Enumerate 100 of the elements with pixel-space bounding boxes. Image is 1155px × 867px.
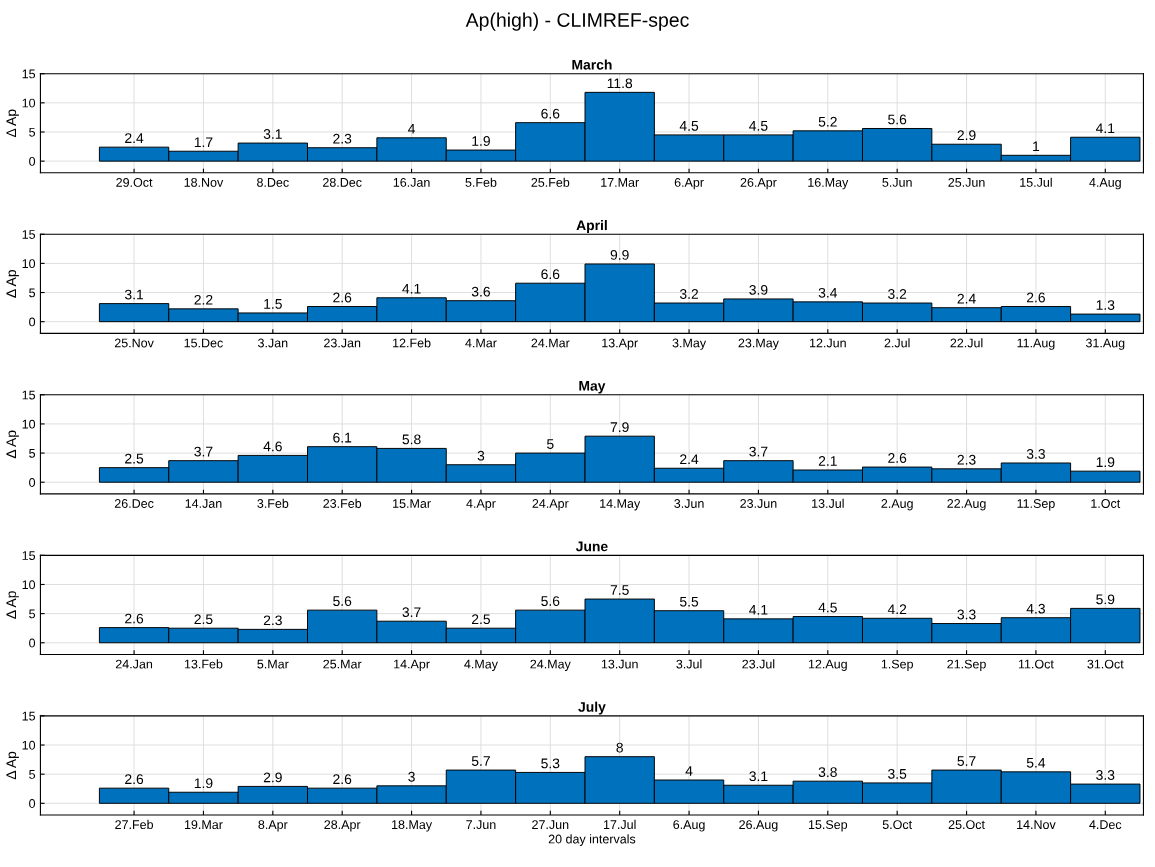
data-label: 2.3 xyxy=(333,133,352,144)
data-label: 4.1 xyxy=(402,283,421,294)
data-label: 2.5 xyxy=(471,614,491,625)
data-label: 3.3 xyxy=(1096,770,1115,780)
data-label: 6.1 xyxy=(333,432,352,443)
data-label: 5.6 xyxy=(333,596,352,606)
data-label: 3.3 xyxy=(1026,449,1045,459)
x-tick-label: 4.May xyxy=(464,659,498,671)
data-label: 7.9 xyxy=(610,422,629,433)
data-label: 2.4 xyxy=(680,454,699,464)
y-tick-label: 10 xyxy=(22,259,36,269)
data-label: 2.1 xyxy=(818,456,837,466)
x-tick-label: 1.Sep xyxy=(881,659,913,671)
data-label: 2.5 xyxy=(125,453,144,464)
x-tick-label: 24.Apr xyxy=(532,499,569,511)
x-tick-label: 26.Apr xyxy=(740,177,777,190)
x-tick-label: 23.May xyxy=(738,338,779,350)
y-axis-title: Δ Ap xyxy=(6,270,19,298)
data-label: 3.6 xyxy=(471,286,490,297)
data-label: 5.7 xyxy=(957,756,976,766)
x-tick-label: 11.Sep xyxy=(1017,499,1055,511)
x-tick-label: 5.Feb xyxy=(465,177,497,187)
y-tick-label: 10 xyxy=(22,98,36,108)
y-tick-label: 0 xyxy=(29,156,36,166)
y-tick-label: 5 xyxy=(29,609,36,619)
data-label: 4.5 xyxy=(679,121,699,131)
text: Ap(high) - CLIMREF-spec xyxy=(465,12,689,31)
data-label: 4 xyxy=(685,766,693,776)
data-label: 3.9 xyxy=(749,284,768,295)
x-tick-label: 2.Aug xyxy=(881,499,913,511)
y-tick-label: 5 xyxy=(29,288,36,298)
x-tick-label: 23.Jan xyxy=(324,338,361,348)
x-tick-label: 15.Dec xyxy=(184,338,223,348)
x-tick-label: 26.Dec xyxy=(114,499,154,508)
data-label: 3.5 xyxy=(888,768,907,779)
x-tick-label: 4.Apr xyxy=(466,499,496,511)
x-tick-label: 15.Sep xyxy=(808,820,848,832)
y-tick-label: 0 xyxy=(29,478,36,487)
data-label: 1.9 xyxy=(1096,457,1115,468)
data-label: 3.1 xyxy=(124,289,144,300)
y-tick-label: 15 xyxy=(22,69,36,79)
data-label: 5.7 xyxy=(471,756,490,766)
x-tick-label: 23.Feb xyxy=(323,498,362,508)
chart-title: April xyxy=(576,220,607,233)
y-tick-label: 15 xyxy=(22,711,36,721)
data-label: 1.9 xyxy=(472,136,490,146)
data-label: 1 xyxy=(1033,141,1040,152)
x-tick-label: 28.Dec xyxy=(323,177,362,187)
data-label: 5.8 xyxy=(402,434,421,445)
data-label: 3.2 xyxy=(679,289,699,299)
y-axis-title: Δ Ap xyxy=(6,430,19,459)
x-tick-label: 25.Mar xyxy=(323,659,362,669)
data-label: 4.6 xyxy=(263,441,282,452)
x-tick-label: 6.Aug xyxy=(673,820,705,832)
x-tick-label: 4.Dec xyxy=(1089,820,1122,830)
chart-title: March xyxy=(572,59,612,70)
data-label: 3 xyxy=(477,450,485,461)
data-label: 9.9 xyxy=(610,250,629,260)
x-tick-label: 14.Apr xyxy=(394,659,430,671)
x-tick-label: 25.Oct xyxy=(948,820,985,830)
data-label: 2.6 xyxy=(125,774,144,785)
y-tick-label: 0 xyxy=(29,317,36,327)
y-axis-title: Δ Ap xyxy=(6,591,19,619)
x-tick-label: 22.Jul xyxy=(950,338,983,348)
y-tick-label: 10 xyxy=(22,419,36,429)
data-label: 2.5 xyxy=(194,614,213,625)
y-tick-label: 10 xyxy=(22,580,36,590)
x-tick-label: 29.Oct xyxy=(116,177,153,187)
chart-title: June xyxy=(575,541,608,552)
data-label: 6.6 xyxy=(541,108,560,119)
x-tick-label: 23.Jun xyxy=(740,499,777,508)
x-tick-label: 24.Jan xyxy=(115,659,153,669)
y-tick-label: 0 xyxy=(29,799,36,808)
x-tick-label: 23.Jul xyxy=(742,659,775,669)
y-tick-label: 5 xyxy=(29,449,36,458)
data-label: 3.8 xyxy=(818,767,837,778)
x-tick-label: 18.May xyxy=(392,820,433,832)
y-tick-label: 15 xyxy=(22,230,36,239)
x-tick-label: 3.Jan xyxy=(258,338,288,348)
data-label: 4.5 xyxy=(818,602,837,613)
data-label: 2.6 xyxy=(888,453,907,463)
x-tick-label: 4.Aug xyxy=(1089,178,1121,190)
data-label: 3.7 xyxy=(749,446,768,457)
data-label: 3.7 xyxy=(194,446,213,457)
data-label: 4.1 xyxy=(1095,123,1115,133)
data-label: 2.3 xyxy=(263,615,282,626)
data-label: 5.9 xyxy=(1096,594,1115,605)
x-tick-label: 13.Jun xyxy=(601,659,638,669)
data-label: 1.7 xyxy=(194,137,213,147)
x-axis-title: 20 day intervals xyxy=(548,834,636,846)
y-tick-label: 0 xyxy=(29,638,36,648)
x-tick-label: 5.Oct xyxy=(882,820,913,830)
data-label: 5.6 xyxy=(541,596,560,606)
x-tick-label: 17.Mar xyxy=(601,178,639,187)
data-label: 3.4 xyxy=(818,287,838,298)
x-tick-label: 19.Mar xyxy=(184,820,223,830)
data-label: 2.6 xyxy=(333,774,352,785)
x-tick-label: 15.Jul xyxy=(1020,177,1052,187)
x-tick-label: 27.Jun xyxy=(532,820,569,830)
y-tick-label: 5 xyxy=(29,770,36,779)
